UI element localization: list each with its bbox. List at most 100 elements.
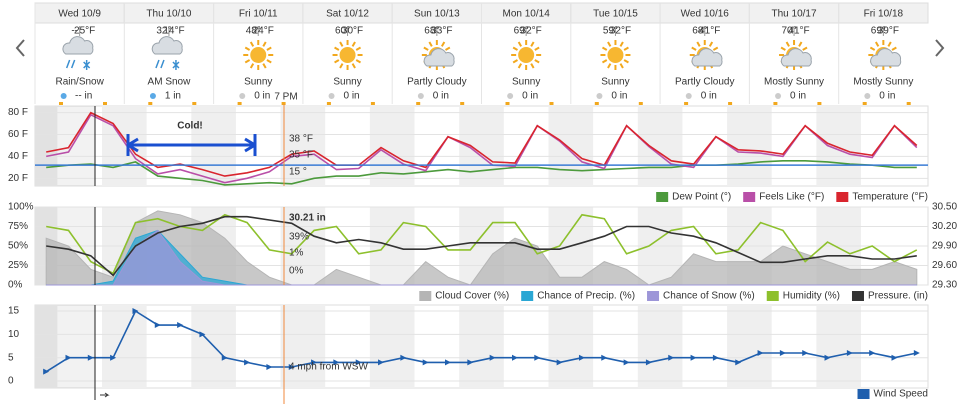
wind-marker — [422, 359, 429, 366]
wind-marker — [467, 359, 474, 366]
wind-marker — [556, 359, 563, 366]
y2-tick-label: 30.20 — [932, 221, 957, 232]
legend-label: Humidity (%) — [783, 291, 840, 302]
day-date: Sat 10/12 — [326, 9, 369, 20]
sun-ray — [355, 59, 362, 64]
legend-label: Cloud Cover (%) — [435, 291, 509, 302]
day-column: Fri 10/18 69°39°F Mostly Sunny 0 in — [838, 2, 929, 105]
weather-icon — [243, 40, 274, 70]
cloud — [780, 48, 812, 67]
sun-marker — [728, 102, 733, 105]
day-low: 30°F — [342, 26, 363, 37]
sun-ray — [262, 41, 267, 47]
night-band — [816, 305, 862, 388]
sun-ray — [266, 46, 272, 51]
sun-ray — [802, 46, 808, 51]
day-column: Thu 10/10 32°14°F AM Snow 1 in — [123, 2, 215, 105]
legend-label: Pressure. (in) — [868, 291, 928, 302]
precip-icon — [328, 93, 335, 99]
day-column: Tue 10/15 59°32°F Sunny 0 in — [570, 2, 661, 105]
day-high: 59° — [603, 26, 618, 37]
day-strip: Wed 10/9 --25°F Rain/Snow -- in Thu 10/10 32°… — [34, 2, 929, 105]
legend-swatch — [743, 192, 756, 202]
day-low: 25°F — [74, 26, 95, 37]
wind-marker — [601, 354, 608, 361]
sun-ray — [244, 59, 251, 64]
day-condition: Mostly Sunny — [764, 77, 824, 88]
sun-ray — [530, 41, 535, 47]
sun-marker — [460, 102, 465, 105]
sun-ray — [623, 59, 629, 64]
sun-marker — [326, 102, 331, 105]
night-band — [727, 305, 772, 388]
wind-marker — [735, 359, 742, 366]
day-column: Wed 10/9 --25°F Rain/Snow -- in — [34, 2, 125, 105]
sun-ray — [440, 41, 446, 47]
sun-ray — [428, 41, 433, 47]
night-band — [637, 305, 683, 388]
sun-ray — [691, 46, 697, 51]
legend-label: Feels Like (°F) — [759, 192, 824, 203]
sun-ray — [249, 63, 255, 69]
sun-ray — [517, 63, 523, 69]
sun-ray — [874, 41, 880, 47]
wind-marker — [668, 354, 675, 361]
day-date: Wed 10/9 — [58, 9, 101, 20]
cursor-label: 30.21 in — [289, 213, 326, 224]
day-date: Wed 10/16 — [681, 9, 730, 20]
precip-icon — [507, 93, 514, 99]
sun-ray — [355, 46, 362, 51]
precip-icon — [864, 93, 871, 99]
day-low: 32°F — [521, 26, 542, 37]
series-area — [46, 229, 917, 286]
sun-marker — [817, 102, 822, 105]
night-band — [280, 106, 326, 186]
sun — [250, 47, 267, 63]
sun-ray — [696, 41, 701, 47]
wind-marker — [199, 331, 206, 338]
precip-glyphs — [65, 59, 91, 70]
sun — [518, 47, 535, 63]
sun-ray — [244, 46, 251, 51]
weather-icon — [421, 40, 455, 70]
wind-marker — [43, 368, 50, 375]
night-band — [637, 106, 683, 186]
y-tick-label: 10 — [8, 329, 20, 340]
sun-marker — [59, 102, 63, 105]
prev-arrow[interactable] — [15, 39, 25, 57]
cursor-label: 35 °F — [289, 150, 313, 161]
precip-icon — [149, 93, 156, 99]
series-line — [46, 215, 917, 277]
day-date: Fri 10/11 — [239, 9, 278, 20]
day-column: Wed 10/16 68°41°F Partly Cloudy 0 in — [659, 2, 750, 105]
day-low: 33°F — [431, 26, 452, 37]
sun-ray — [339, 41, 344, 47]
y-tick-label: 75% — [8, 221, 28, 232]
sun-marker — [148, 102, 153, 105]
annotation: Cold! — [177, 121, 203, 132]
sun-ray — [623, 46, 629, 51]
sun-ray — [607, 63, 612, 69]
night-band — [35, 305, 58, 388]
wind-marker — [869, 350, 876, 357]
day-high: 69° — [871, 26, 886, 37]
sun-ray — [601, 59, 608, 64]
chart-panel: 0% 25% 50% 75% 100% 29.30 29.60 29.90 30.20 30.50… — [8, 202, 957, 302]
weather-icon — [511, 40, 542, 70]
sun-ray — [891, 46, 897, 51]
cloud — [62, 36, 94, 55]
wind-marker — [779, 350, 786, 357]
legend-label: Chance of Precip. (%) — [537, 291, 635, 302]
sun-ray — [712, 46, 719, 51]
day-precip: 0 in — [879, 91, 895, 102]
sun-ray — [266, 59, 272, 64]
day-column: Fri 10/11 48°24°F Sunny 0 in — [213, 2, 304, 105]
sun-marker — [862, 102, 867, 105]
day-low: 24°F — [253, 26, 274, 37]
sun-ray — [798, 41, 803, 47]
day-high: -- — [71, 26, 78, 37]
wind-marker — [802, 350, 809, 357]
sun-marker — [638, 102, 643, 105]
day-date: Thu 10/10 — [146, 9, 191, 20]
next-arrow[interactable] — [935, 39, 945, 57]
